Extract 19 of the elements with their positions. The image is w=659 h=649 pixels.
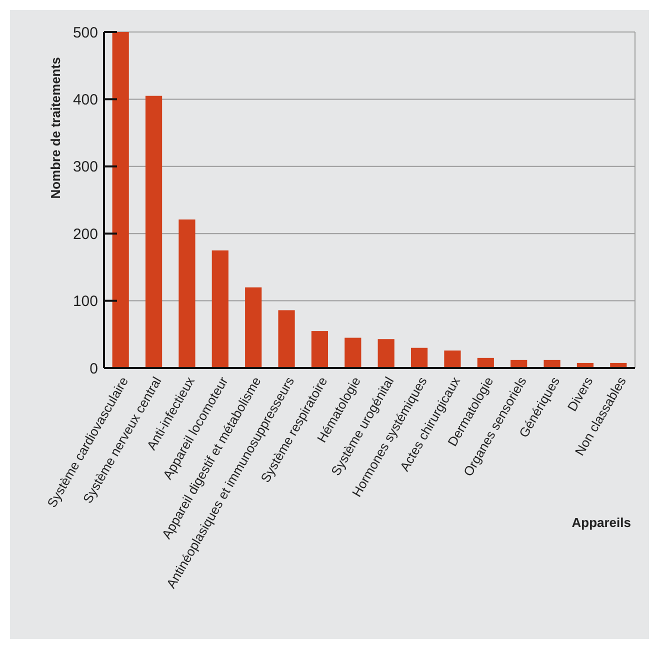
bar [145, 96, 162, 368]
bar [444, 350, 461, 368]
bar [278, 310, 295, 368]
bar [212, 250, 228, 368]
bar [245, 287, 262, 368]
y-axis-title: Nombre de traitements [48, 57, 63, 199]
bar [410, 348, 428, 368]
bar [112, 32, 129, 368]
bar [344, 338, 362, 368]
y-tick-label: 0 [90, 360, 98, 378]
bar [311, 331, 328, 368]
y-tick-label: 400 [72, 91, 98, 108]
bar [378, 339, 394, 368]
bar [178, 219, 196, 368]
y-tick-label: 500 [72, 24, 98, 42]
x-axis-title: Appareils [572, 515, 631, 530]
y-tick-label: 300 [72, 158, 98, 176]
y-tick-label: 200 [72, 226, 98, 243]
y-tick-label: 100 [72, 293, 98, 310]
